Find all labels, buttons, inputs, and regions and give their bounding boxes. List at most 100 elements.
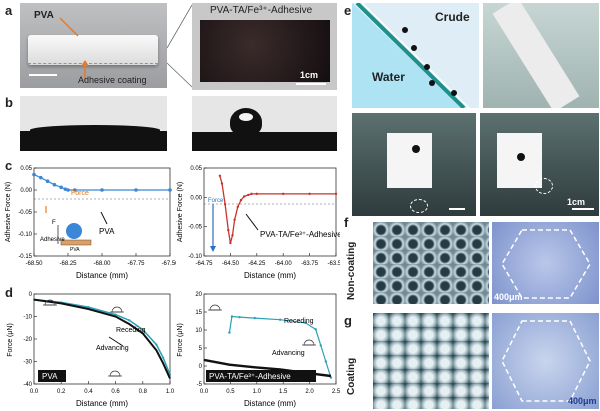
receding-label: Receding [116,327,146,334]
x-ticks: 0.0 0.2 0.4 0.6 0.8 1.0 [30,381,175,395]
x-tick-label: 0.0 [200,389,209,395]
crude-label: Crude [435,10,470,24]
sphere [66,223,82,239]
y-tick-label: -40 [23,382,32,388]
data-point [32,172,36,177]
y-tick-label: -10 [23,315,32,321]
y-tick-label: -0.15 [18,254,32,260]
y-axis-label: Force (μN) [7,323,14,357]
x-tick-label: 1.0 [166,389,175,395]
pva-sheet-photo [20,3,167,88]
panel-label-d: d [5,285,13,300]
y-ticks: 0.05 0.00 -0.05 -0.10 -0.15 [18,166,37,260]
tilted-plate [492,3,580,108]
data-point [128,319,131,322]
water-label: Water [372,70,405,84]
x-tick-label: -67.75 [127,261,145,267]
pva-arrow [100,211,108,225]
substrate [20,131,167,151]
x-tick-label: -68.25 [59,261,77,267]
coating-dashed-line [28,63,158,67]
data-point [238,315,241,319]
x-tick-label: 1.0 [253,389,262,395]
y-tick-label: 20 [195,292,202,298]
flat-droplet [30,125,160,135]
data-point [220,182,224,185]
droplet-circle [535,178,553,194]
data-point [236,205,239,209]
data-point [100,188,104,192]
y-axis-label: Adhesive Force (N) [177,182,184,242]
data-point [162,356,165,359]
data-point [282,192,285,196]
g-scale-label: 400μm [568,396,597,406]
y-tick-label: -5 [197,382,203,388]
droplet-circle [410,199,428,213]
x-tick-label: 2.5 [332,389,340,395]
x-tick-label: -67.50 [161,261,176,267]
coating-micrograph [373,313,489,409]
y-tick-label: 0 [29,292,33,298]
round-droplet [230,108,262,136]
non-coating-label: Non-coating [346,241,357,300]
y-tick-label: -0.05 [188,225,202,231]
scale-label: 1cm [300,70,319,80]
x-tick-label: -63.50 [327,261,340,267]
x-tick-label: 0.0 [30,389,39,395]
y-ticks: 20 15 10 5 0 -5 [195,292,207,388]
series-line [33,298,171,375]
series-group [32,172,172,192]
adhesive-label: Adhesive [40,237,65,243]
x-axis-label: Distance (mm) [244,399,296,408]
data-point [134,188,138,192]
data-point [253,316,256,320]
y-tick-label: 0.05 [190,166,202,172]
e-scale-label: 1cm [567,197,586,207]
data-point [228,331,231,334]
adhesive-coating-label: Adhesive coating [78,75,147,85]
series-line [33,298,171,379]
data-point [218,174,222,177]
data-point [39,175,43,180]
tank-photo-1 [352,113,476,216]
adhesive-title: PVA-TA/Fe³⁺-Adhesive [210,5,313,16]
data-point [242,195,246,198]
x-axis-label: Distance (mm) [76,399,128,408]
x-tick-label: 0.2 [57,389,66,395]
adhesive-sheet-photo [192,3,337,90]
data-point [247,193,250,197]
data-point [227,228,230,232]
y-tick-label: 0 [199,364,203,370]
data-point [168,188,172,192]
data-point [155,343,158,346]
tag-box [38,370,66,382]
data-point [255,192,258,196]
data-point [66,188,70,192]
advancing-label: Advancing [272,350,305,357]
tank-photo-2 [480,113,599,216]
y-tick-label: -30 [23,360,32,366]
y-tick-label: -0.05 [18,210,32,216]
advancing-label: Advancing [96,345,129,352]
y-tick-label: 10 [195,328,202,334]
receding-label: Receding [284,318,314,325]
data-point [304,321,307,325]
panel-label-e: e [344,3,352,18]
y-tick-label: 0.00 [20,188,32,194]
oil-droplet [517,153,525,161]
white-plate [387,133,432,188]
series-group [218,174,338,245]
data-point [324,360,328,363]
scale-bar [572,208,594,210]
panel-label-a: a [5,3,13,18]
data-point [250,192,253,196]
schematic-crude-water [352,3,479,108]
y-tick-label: -20 [23,337,32,343]
data-point [45,179,50,183]
y-tick-label: 0.05 [20,166,32,172]
series-line [33,174,170,191]
force-arrowhead [210,246,216,252]
y-axis-label: Force (μN) [177,323,184,357]
droplet-photo-pva [20,96,167,151]
